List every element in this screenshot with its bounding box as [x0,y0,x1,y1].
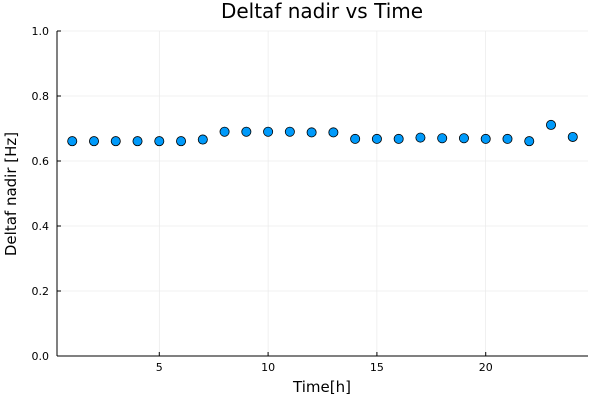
x-tick-label: 20 [479,361,493,374]
x-axis-title: Time[h] [292,378,351,396]
data-point [219,126,230,137]
y-tick-label: 0.8 [32,90,50,103]
data-point [88,136,99,147]
chart-title: Deltaf nadir vs Time [221,0,423,23]
data-point [524,136,535,147]
data-point [306,127,317,138]
tick-labels: 5 10 15 20 0.0 0.2 0.4 0.6 0.8 1.0 [32,25,493,374]
y-axis-title: Deltaf nadir [Hz] [2,132,20,256]
data-point [241,126,252,137]
data-point [328,127,339,138]
axes [56,31,588,357]
data-point [437,133,448,144]
data-point [110,136,121,147]
data-point [67,136,78,147]
y-tick-label: 0.6 [32,155,50,168]
data-points [67,119,578,147]
data-point [502,133,513,144]
data-point [480,133,491,144]
data-point [458,133,469,144]
x-tick-label: 5 [156,361,163,374]
y-tick-label: 1.0 [32,25,50,38]
data-point [350,133,361,144]
data-point [546,119,557,130]
data-point [371,133,382,144]
x-tick-label: 15 [370,361,384,374]
data-point [176,136,187,147]
data-point [263,126,274,137]
data-point [197,134,208,145]
grid [57,30,588,357]
data-point [154,136,165,147]
y-tick-label: 0.2 [32,285,50,298]
data-point [132,136,143,147]
y-tick-label: 0.4 [32,220,50,233]
y-tick-label: 0.0 [32,350,50,363]
data-point [393,133,404,144]
data-point [567,131,578,142]
data-point [284,126,295,137]
x-tick-label: 10 [261,361,275,374]
data-point [415,132,426,143]
